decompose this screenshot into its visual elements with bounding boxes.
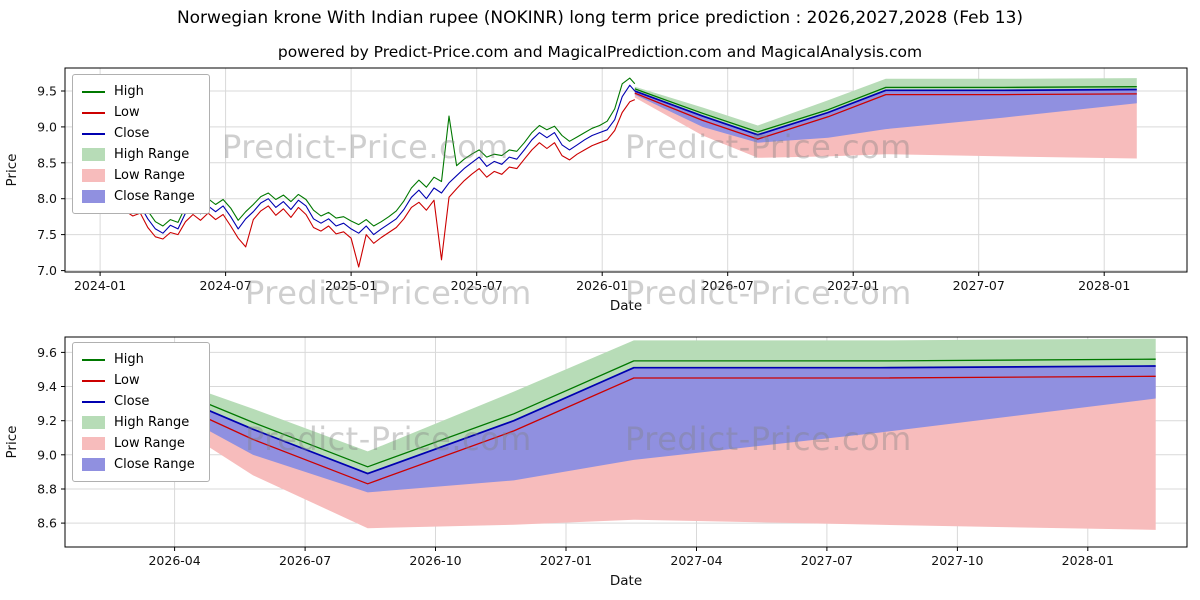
close-range-band [112, 366, 1156, 493]
x-tick-label: 2026-07 [279, 553, 331, 568]
x-axis-label: Date [610, 573, 642, 589]
legend-label: Low [114, 373, 140, 388]
legend-label: High Range [114, 147, 190, 162]
legend-label: Low Range [114, 436, 185, 451]
x-tick-label: 2026-10 [409, 553, 461, 568]
prediction-close-line [634, 88, 1137, 136]
prediction-low-line [634, 92, 1137, 140]
legend-item-high: High [82, 81, 195, 102]
y-tick-label: 9.6 [37, 345, 57, 360]
x-tick-label: 2026-07 [702, 278, 754, 293]
legend-line-swatch [82, 111, 105, 114]
legend-item-low-range: Low Range [82, 165, 195, 186]
legend-top: High Low Close High Range Low Range Close Ran… [72, 74, 210, 214]
legend-line-swatch [82, 90, 105, 93]
plot-area: 2026-04 2026-07 2026-10 2027-01 2027-04 2027-… [4, 336, 1188, 589]
legend-label: Low [114, 105, 140, 120]
legend-patch-swatch [82, 458, 105, 471]
legend-item-close: Close [82, 123, 195, 144]
history-close-line [124, 84, 636, 236]
prediction-low-line [111, 374, 1156, 485]
x-tick-label: 2024-01 [74, 278, 126, 293]
price-chart-bottom: 2026-04 2026-07 2026-10 2027-01 2027-04 2027-… [4, 336, 1188, 589]
y-tick-label: 9.0 [37, 119, 57, 134]
legend-line-swatch [82, 379, 105, 382]
legend-item-high: High [82, 349, 195, 370]
legend-patch-swatch [82, 190, 105, 203]
legend-line-swatch [82, 400, 105, 403]
legend-bottom: High Low Close High Range Low Range Close Ran… [72, 342, 210, 482]
x-tick-label: 2025-07 [451, 278, 503, 293]
legend-line-swatch [82, 358, 105, 361]
legend-item-low: Low [82, 370, 195, 391]
legend-label: Close Range [114, 457, 195, 472]
y-tick-label: 8.6 [37, 516, 57, 531]
x-tick-label: 2027-04 [670, 553, 722, 568]
x-tick-label: 2027-01 [540, 553, 592, 568]
x-tick-label: 2024-07 [199, 278, 251, 293]
high-range-band [112, 338, 1156, 474]
x-tick-label: 2026-04 [148, 553, 200, 568]
x-tick-label: 2025-01 [325, 278, 377, 293]
y-axis-label: Price [4, 426, 20, 459]
y-tick-label: 9.4 [37, 379, 57, 394]
legend-label: Close [114, 126, 150, 141]
y-tick-label: 8.5 [37, 155, 57, 170]
legend-patch-swatch [82, 169, 105, 182]
page-subtitle: powered by Predict-Price.com and Magical… [277, 43, 923, 61]
legend-item-high-range: High Range [82, 412, 195, 433]
plot-area: 2024-01 2024-07 2025-01 2025-07 2026-01 2026-… [4, 67, 1188, 314]
plot-border [64, 336, 1188, 548]
y-tick-label: 8.8 [37, 482, 57, 497]
prediction-high-line [111, 358, 1156, 468]
y-tick-label: 9.0 [37, 447, 57, 462]
y-axis-label: Price [4, 154, 20, 187]
legend-item-close-range: Close Range [82, 186, 195, 207]
x-tick-label: 2027-10 [931, 553, 983, 568]
prediction-close-line [111, 365, 1156, 475]
y-tick-label: 9.5 [37, 84, 57, 99]
history-high-line [124, 77, 636, 227]
y-tick-label: 7.0 [37, 263, 57, 278]
legend-item-high-range: High Range [82, 144, 195, 165]
x-axis-label: Date [610, 298, 642, 314]
prediction-high-line [634, 86, 1137, 133]
legend-item-low-range: Low Range [82, 433, 195, 454]
legend-line-swatch [82, 132, 105, 135]
y-tick-label: 8.0 [37, 191, 57, 206]
legend-label: Close Range [114, 189, 195, 204]
legend-item-low: Low [82, 102, 195, 123]
legend-patch-swatch [82, 437, 105, 450]
legend-item-close: Close [82, 391, 195, 412]
plot-border [64, 67, 1188, 273]
legend-label: Close [114, 394, 150, 409]
page-title: Norwegian krone With Indian rupee (NOKIN… [176, 8, 1024, 28]
legend-patch-swatch [82, 148, 105, 161]
legend-label: High Range [114, 415, 190, 430]
legend-label: High [114, 84, 144, 99]
legend-patch-swatch [82, 416, 105, 429]
legend-item-close-range: Close Range [82, 454, 195, 475]
legend-label: High [114, 352, 144, 367]
x-tick-label: 2028-01 [1078, 278, 1130, 293]
x-tick-label: 2026-01 [576, 278, 628, 293]
legend-label: Low Range [114, 168, 185, 183]
y-tick-label: 9.2 [37, 413, 57, 428]
x-tick-label: 2027-07 [801, 553, 853, 568]
price-chart-top: 2024-01 2024-07 2025-01 2025-07 2026-01 2026-… [4, 67, 1188, 314]
x-tick-label: 2027-07 [953, 278, 1005, 293]
y-tick-label: 7.5 [37, 227, 57, 242]
x-tick-label: 2027-01 [827, 278, 879, 293]
close-range-band [634, 89, 1137, 143]
history-low-line [124, 99, 636, 268]
x-tick-label: 2028-01 [1062, 553, 1114, 568]
high-range-band [634, 78, 1137, 135]
